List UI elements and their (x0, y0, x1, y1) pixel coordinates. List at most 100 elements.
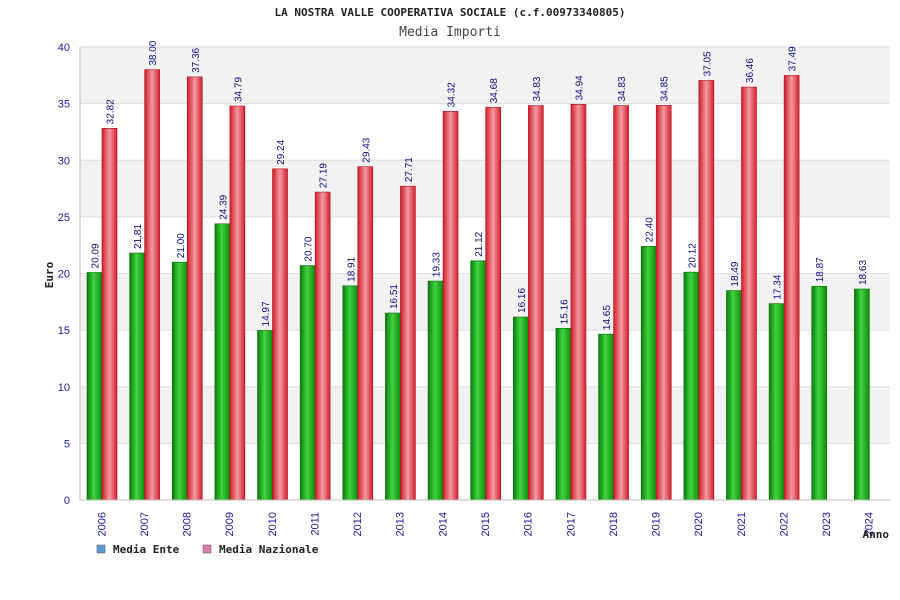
bar-media-nazionale (698, 80, 715, 501)
bar-media-ente (555, 328, 572, 501)
y-tick-label: 25 (58, 212, 70, 224)
bar-media-ente (854, 288, 870, 501)
data-label: 22.40 (645, 217, 656, 242)
bar-media-nazionale (314, 191, 331, 501)
bar-media-ente (598, 333, 614, 501)
data-label: 34.83 (617, 76, 628, 101)
y-tick-labels: 0 5 10 15 20 25 30 35 40 (58, 42, 70, 507)
chart-title: LA NOSTRA VALLE COOPERATIVA SOCIALE (c.f… (274, 6, 626, 19)
data-label: 16.16 (517, 288, 528, 313)
x-tick-label: 2008 (182, 512, 194, 536)
data-label: 34.79 (233, 77, 244, 102)
data-label: 32.82 (106, 99, 117, 124)
x-tick-label: 2023 (821, 512, 833, 536)
data-label: 37.05 (702, 51, 713, 76)
data-label: 14.97 (261, 301, 272, 326)
chart-subtitle: Media Importi (399, 25, 501, 40)
bar-media-ente (299, 265, 316, 501)
bar-media-nazionale (229, 105, 246, 501)
data-label: 21.00 (176, 233, 187, 258)
data-label: 20.12 (687, 243, 698, 268)
bar-media-ente (427, 280, 444, 501)
data-label: 18.63 (858, 260, 869, 285)
bar-media-nazionale (442, 111, 459, 501)
y-axis-label: Euro (43, 261, 56, 288)
data-label: 29.43 (361, 137, 372, 162)
legend: Media Ente Media Nazionale (96, 543, 319, 556)
data-label: 27.19 (319, 163, 330, 188)
bar-media-ente (768, 303, 785, 501)
bar-media-ente (640, 246, 657, 501)
data-label: 18.49 (730, 261, 741, 286)
x-tick-label: 2019 (651, 512, 663, 536)
y-tick-label: 35 (58, 99, 70, 111)
bar-media-ente (513, 316, 529, 501)
bar-media-ente (86, 272, 103, 501)
data-label: 34.83 (532, 76, 543, 101)
y-tick-label: 15 (58, 325, 70, 337)
bar-media-nazionale (357, 166, 374, 501)
data-label: 34.85 (660, 76, 671, 101)
x-tick-label: 2017 (565, 512, 577, 536)
x-tick-label: 2018 (608, 512, 620, 536)
data-label: 18.87 (815, 257, 826, 282)
data-label: 34.32 (447, 82, 458, 107)
bar-media-ente (129, 252, 145, 501)
data-label: 27.71 (404, 157, 415, 182)
data-label: 19.33 (432, 252, 443, 277)
x-tick-label: 2024 (864, 512, 876, 536)
y-tick-label: 20 (58, 269, 70, 281)
data-label: 24.39 (218, 194, 229, 219)
data-label: 16.51 (389, 284, 400, 309)
x-tick-label: 2006 (96, 512, 108, 536)
data-label: 38.00 (148, 40, 159, 65)
data-label: 15.16 (559, 299, 570, 324)
x-tick-label: 2021 (736, 512, 748, 536)
data-label: 36.46 (745, 58, 756, 83)
data-label: 18.91 (346, 256, 357, 281)
bar-media-ente (726, 290, 742, 501)
data-label: 37.36 (191, 47, 202, 72)
data-label: 20.09 (91, 243, 102, 268)
x-tick-label: 2014 (437, 512, 449, 536)
y-tick-label: 30 (58, 155, 70, 167)
data-label: 34.68 (489, 78, 500, 103)
bar-media-nazionale (186, 76, 203, 501)
x-axis-label: Anno (863, 528, 890, 541)
bar-media-ente (214, 223, 231, 501)
bar-media-nazionale (400, 185, 416, 501)
x-tick-label: 2009 (224, 512, 236, 536)
bars (86, 69, 870, 501)
legend-label: Media Ente (113, 543, 180, 556)
axes (79, 47, 890, 501)
y-tick-label: 10 (58, 382, 70, 394)
bar-media-nazionale (741, 86, 757, 501)
bar-media-ente (811, 285, 828, 501)
y-tick-label: 5 (64, 438, 70, 450)
bar-media-nazionale (272, 168, 288, 501)
bar-media-ente (257, 330, 273, 501)
y-tick-label: 0 (64, 495, 70, 507)
x-tick-label: 2020 (693, 512, 705, 536)
legend-swatch (202, 544, 212, 554)
x-tick-label: 2022 (778, 512, 790, 536)
bar-media-nazionale (613, 105, 629, 501)
bar-media-ente (385, 312, 401, 501)
data-label: 29.24 (276, 139, 287, 164)
x-tick-label: 2011 (309, 512, 321, 536)
data-label: 17.34 (773, 274, 784, 299)
x-tick-labels: 2006 2007 2008 2009 2010 2011 2012 2013 2014 2015… (96, 512, 875, 536)
data-label: 21.81 (133, 224, 144, 249)
bar-media-nazionale (144, 69, 160, 501)
x-tick-label: 2010 (267, 512, 279, 536)
bar-media-ente (470, 260, 486, 501)
bar-media-nazionale (528, 105, 544, 501)
legend-swatch (96, 544, 106, 554)
bar-media-nazionale (783, 75, 800, 501)
bar-media-ente (342, 285, 359, 501)
y-tick-label: 40 (58, 42, 70, 54)
bar-media-ente (683, 271, 700, 501)
bar-media-nazionale (655, 105, 672, 501)
data-labels: 20.09 32.82 21.81 38.00 21.00 37.36 24.39 34.79… (91, 40, 869, 330)
